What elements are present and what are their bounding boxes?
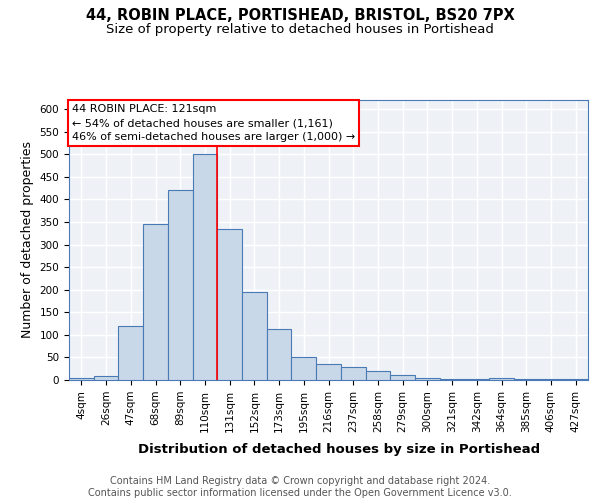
Bar	[193, 154, 217, 380]
Text: 44 ROBIN PLACE: 121sqm
← 54% of detached houses are smaller (1,161)
46% of semi-: 44 ROBIN PLACE: 121sqm ← 54% of detached…	[71, 104, 355, 142]
Bar	[390, 376, 415, 380]
Bar	[217, 228, 242, 380]
Bar	[341, 368, 365, 380]
Bar	[440, 378, 464, 380]
Bar	[539, 378, 563, 380]
Text: Distribution of detached houses by size in Portishead: Distribution of detached houses by size …	[138, 442, 540, 456]
Bar	[365, 371, 390, 380]
Bar	[415, 378, 440, 380]
Y-axis label: Number of detached properties: Number of detached properties	[21, 142, 34, 338]
Bar	[563, 378, 588, 380]
Bar	[168, 190, 193, 380]
Text: Size of property relative to detached houses in Portishead: Size of property relative to detached ho…	[106, 22, 494, 36]
Bar	[143, 224, 168, 380]
Bar	[118, 326, 143, 380]
Bar	[316, 364, 341, 380]
Text: 44, ROBIN PLACE, PORTISHEAD, BRISTOL, BS20 7PX: 44, ROBIN PLACE, PORTISHEAD, BRISTOL, BS…	[86, 8, 514, 22]
Bar	[292, 358, 316, 380]
Bar	[267, 330, 292, 380]
Bar	[489, 378, 514, 380]
Bar	[242, 292, 267, 380]
Text: Contains HM Land Registry data © Crown copyright and database right 2024.
Contai: Contains HM Land Registry data © Crown c…	[88, 476, 512, 498]
Bar	[94, 376, 118, 380]
Bar	[514, 379, 539, 380]
Bar	[69, 378, 94, 380]
Bar	[464, 379, 489, 380]
